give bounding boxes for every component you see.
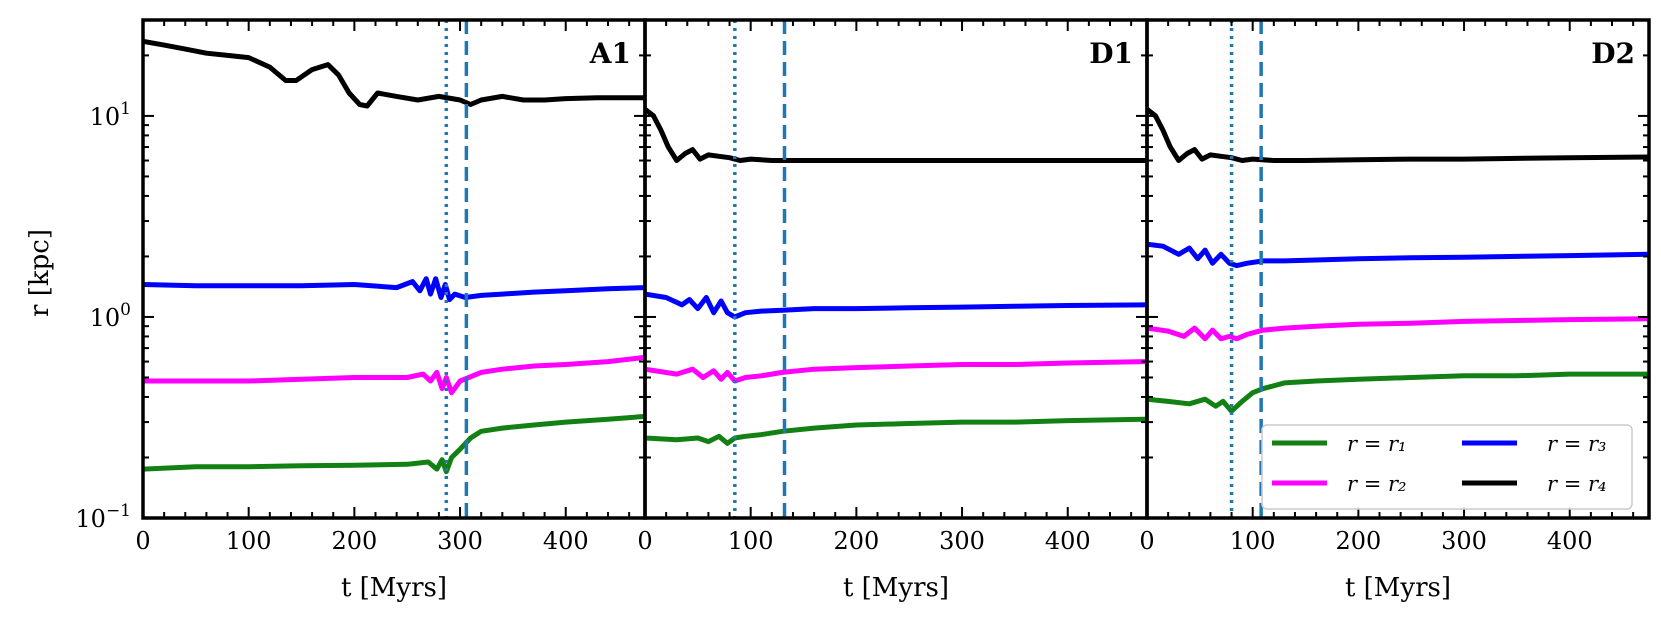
x-tick-label-a1: 300 xyxy=(437,527,483,555)
legend-label-r2: r = r₂ xyxy=(1347,472,1406,496)
series-r3-d2 xyxy=(1147,241,1649,269)
legend-label-r3: r = r₃ xyxy=(1547,432,1606,456)
panel-a1: 0 100 200 300 400 A1 t [Myrs] xyxy=(135,18,647,603)
series-group-d2 xyxy=(1147,106,1649,414)
panel-d1: 0 100 200 300 400 D1 t [Myrs] xyxy=(637,18,1149,603)
x-tick-label-d1: 300 xyxy=(939,527,985,555)
x-tick-label-a1: 400 xyxy=(543,527,589,555)
panel-label-a1: A1 xyxy=(589,37,631,70)
panel-frame-d1 xyxy=(643,18,1149,520)
series-r2-a1 xyxy=(143,354,645,396)
x-tick-label-a1: 200 xyxy=(331,527,377,555)
legend-frame xyxy=(1261,424,1633,510)
series-r3-d1 xyxy=(645,291,1147,320)
x-tick-label-d2: 200 xyxy=(1335,527,1381,555)
x-tick-label-d1: 400 xyxy=(1045,527,1091,555)
x-axis-label-d1: t [Myrs] xyxy=(843,573,949,603)
y-tick-exponent: 0 xyxy=(120,300,131,320)
x-axis-label-d2: t [Myrs] xyxy=(1345,573,1451,603)
x-tick-label-d1: 100 xyxy=(728,527,774,555)
legend-label-r1: r = r₁ xyxy=(1347,432,1406,456)
x-tick-label-d2: 300 xyxy=(1441,527,1487,555)
panel-frame-d2 xyxy=(1145,18,1651,520)
x-tick-label-d2: 0 xyxy=(1139,527,1154,555)
series-r1-a1 xyxy=(143,413,645,475)
panel-d2: 0 100 200 300 400 D2 t [Myrs] xyxy=(1139,18,1651,603)
x-tick-label-d2: 400 xyxy=(1547,527,1593,555)
y-tick-base: 10 xyxy=(75,505,106,533)
y-tick-base: 10 xyxy=(90,304,121,332)
series-r4-a1 xyxy=(143,38,645,109)
y-axis-label: r [kpc] xyxy=(25,229,55,317)
y-tick-label: 101 xyxy=(90,99,131,131)
series-r4-d2 xyxy=(1147,106,1649,163)
series-r2-d2 xyxy=(1147,316,1649,342)
series-r1-d1 xyxy=(645,416,1147,446)
x-tick-label-d2: 100 xyxy=(1230,527,1276,555)
series-r2-d1 xyxy=(645,359,1147,384)
x-tick-label-d1: 0 xyxy=(637,527,652,555)
y-tick-exponent: −1 xyxy=(106,501,131,521)
series-r4-d1 xyxy=(645,106,1147,163)
y-tick-label: 10−1 xyxy=(75,501,131,533)
y-tick-exponent: 1 xyxy=(120,99,131,119)
x-tick-label-d1: 200 xyxy=(833,527,879,555)
panel-label-d1: D1 xyxy=(1089,37,1133,70)
series-r1-d2 xyxy=(1147,371,1649,414)
legend: r = r₁ r = r₂ r = r₃ r = r₄ xyxy=(1261,424,1633,510)
series-group-a1 xyxy=(143,38,645,475)
x-tick-label-a1: 100 xyxy=(226,527,272,555)
y-tick-label: 100 xyxy=(90,300,131,332)
series-r3-a1 xyxy=(143,276,645,303)
y-tick-base: 10 xyxy=(90,103,121,131)
x-tick-label-a1: 0 xyxy=(135,527,150,555)
series-group-d1 xyxy=(645,106,1147,446)
legend-label-r4: r = r₄ xyxy=(1547,472,1606,496)
panel-label-d2: D2 xyxy=(1591,37,1635,70)
x-axis-label-a1: t [Myrs] xyxy=(341,573,447,603)
